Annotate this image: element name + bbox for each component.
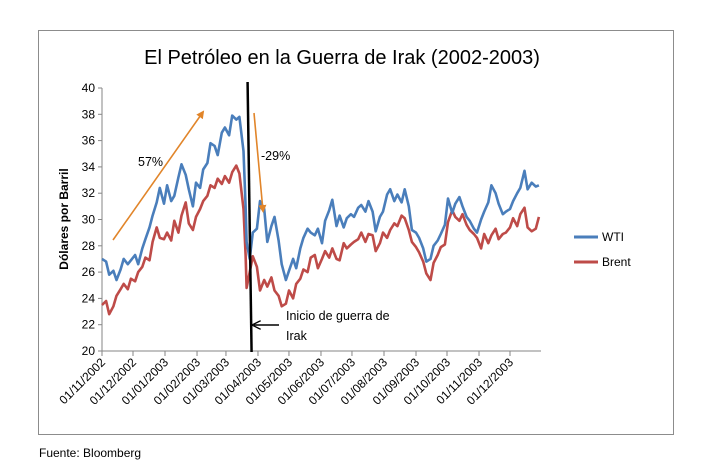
series-line-wti <box>101 114 540 282</box>
series-line-brent <box>101 164 541 316</box>
y-tick-label: 32 <box>82 186 96 200</box>
y-tick-label: 38 <box>82 107 96 121</box>
rise-arrow <box>112 110 205 241</box>
y-tick-label: 30 <box>82 213 96 227</box>
y-tick-label: 26 <box>82 265 96 279</box>
legend-wti-label: WTI <box>602 230 624 244</box>
fall-pct-label: -29% <box>261 149 290 163</box>
y-tick-label: 28 <box>82 239 96 253</box>
y-tick-label: 36 <box>82 134 96 148</box>
fall-arrow <box>253 112 267 213</box>
war-start-line <box>246 81 253 353</box>
y-tick-label: 24 <box>82 291 96 305</box>
axes: 202224262830323436384001/11/200201/12/20… <box>56 81 541 408</box>
legend: WTI Brent <box>574 230 631 269</box>
y-tick-label: 22 <box>82 318 96 332</box>
y-axis-label: Dólares por Barril <box>57 168 71 269</box>
y-tick-label: 34 <box>82 160 96 174</box>
war-start-label-line2: Irak <box>286 329 308 343</box>
chart-title: El Petróleo en la Guerra de Irak (2002-2… <box>144 47 540 69</box>
chart-frame <box>38 30 674 435</box>
war-start-label-line1: Inicio de guerra de <box>286 309 390 323</box>
y-tick-label: 40 <box>82 81 96 95</box>
series-lines <box>101 114 541 316</box>
source-note: Fuente: Bloomberg <box>39 446 142 460</box>
y-tick-label: 20 <box>82 344 96 358</box>
rise-pct-label: 57% <box>138 155 163 169</box>
legend-brent-label: Brent <box>602 255 631 269</box>
